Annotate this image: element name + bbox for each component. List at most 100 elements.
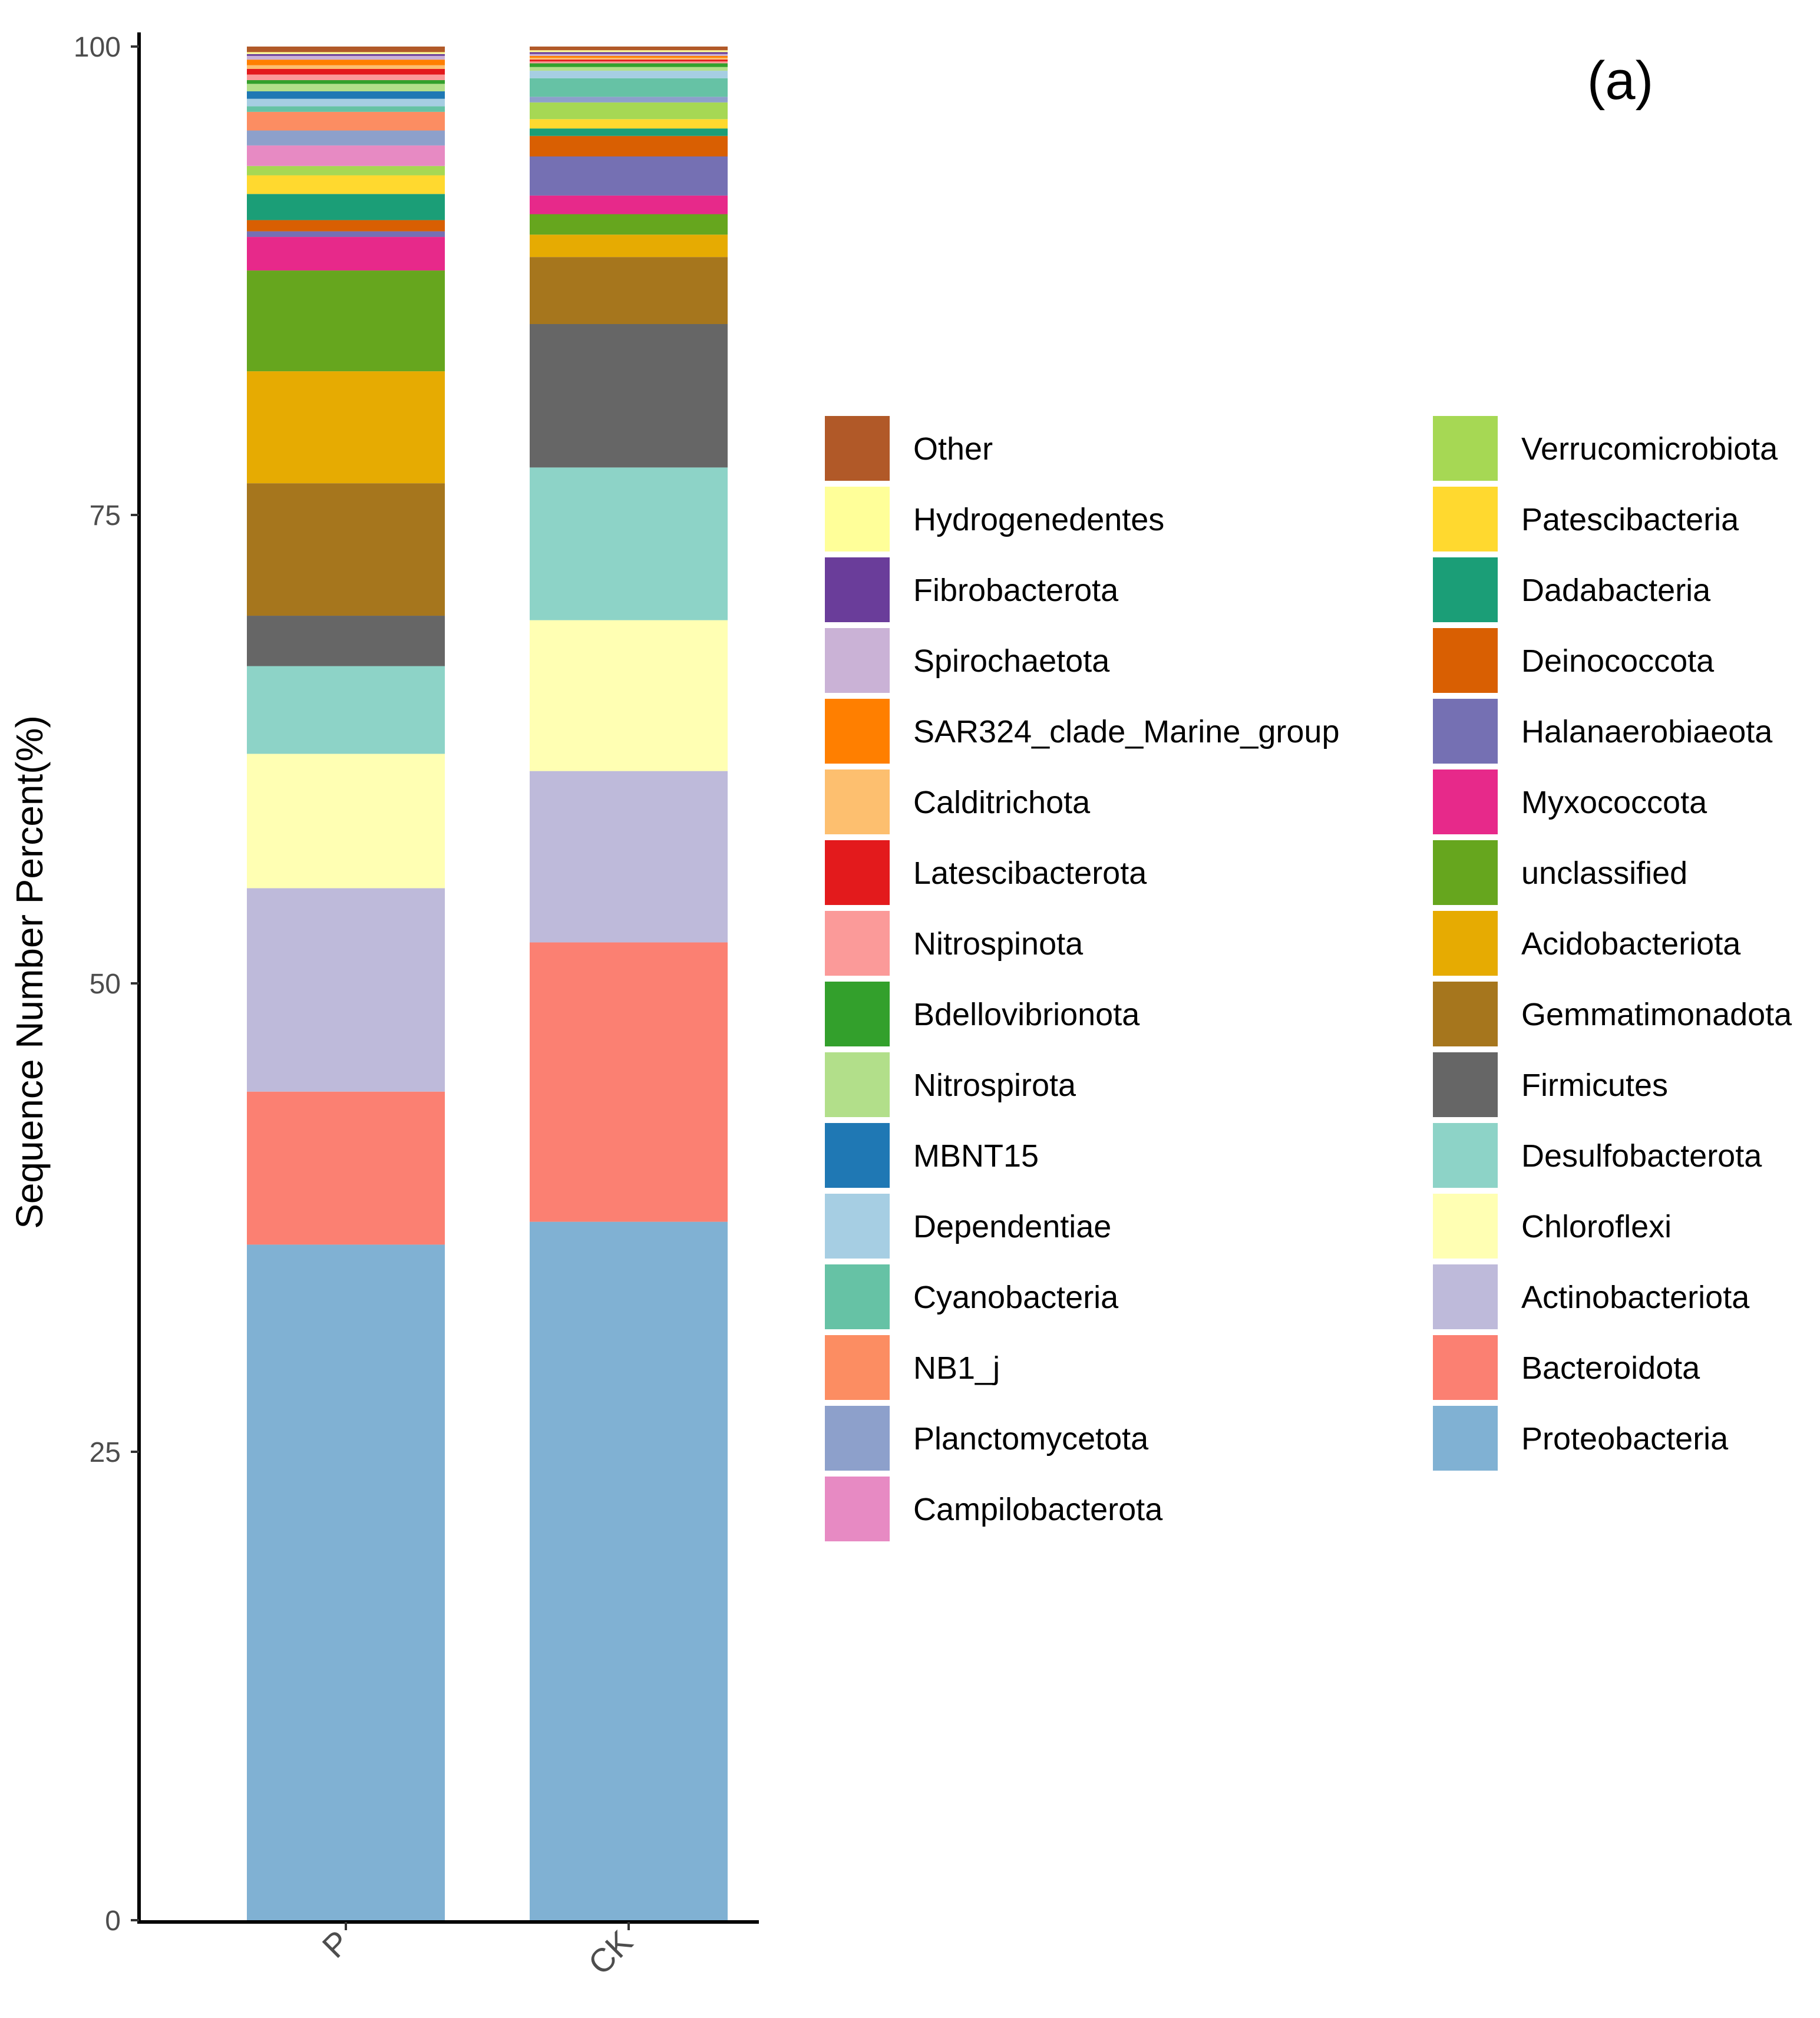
legend-label-unclassified: unclassified (1521, 856, 1687, 891)
bar-segment-ck-hydrogenedentes (530, 50, 728, 52)
bar-segment-p-unclassified (247, 270, 445, 372)
bar-segment-ck-gemmatimonadota (530, 257, 728, 324)
bar-segment-p-planctomycetota (247, 130, 445, 146)
legend-key-proteobacteria (1433, 1406, 1498, 1471)
bar-segment-p-latescibacterota (247, 69, 445, 75)
legend-key-hydrogenedentes (825, 487, 890, 551)
bar-segment-ck-nitrospirota (530, 67, 728, 71)
bar-segment-p-nitrospinota (247, 74, 445, 81)
legend-key-fibrobacterota (825, 557, 890, 622)
panel-label: (a) (1587, 51, 1653, 111)
legend-key-patescibacteria (1433, 487, 1498, 551)
bar-stacks (247, 47, 728, 1920)
bar-segment-ck-latescibacterota (530, 60, 728, 62)
legend-label-dependentiae: Dependentiae (913, 1209, 1111, 1244)
x-tick-label-ck: CK (581, 1923, 640, 1982)
bar-segment-p-calditrichota (247, 65, 445, 70)
legend-label-sar324-clade-marine-group: SAR324_clade_Marine_group (913, 714, 1340, 749)
bar-segment-p-cyanobacteria (247, 106, 445, 112)
bar-segment-ck-unclassified (530, 214, 728, 235)
bar-segment-p-deinococcota (247, 220, 445, 232)
legend-key-desulfobacterota (1433, 1123, 1498, 1188)
bar-segment-ck-bacteroidota (530, 942, 728, 1222)
legend-label-gemmatimonadota: Gemmatimonadota (1521, 997, 1792, 1032)
x-tick-label-p: P (315, 1923, 357, 1965)
bar-segment-ck-verrucomicrobiota (530, 102, 728, 120)
bar-segment-ck-spirochaetota (530, 54, 728, 56)
bar-segment-ck-desulfobacterota (530, 467, 728, 620)
legend-key-sar324-clade-marine-group (825, 699, 890, 764)
bar-segment-p-nb1-j (247, 111, 445, 131)
bar-segment-p-verrucomicrobiota (247, 166, 445, 176)
bar-segment-p-nitrospirota (247, 84, 445, 92)
bar-segment-p-mbnt15 (247, 91, 445, 99)
legend-label-actinobacteriota: Actinobacteriota (1521, 1280, 1750, 1315)
bar-segment-ck-planctomycetota (530, 97, 728, 103)
legend-key-nitrospinota (825, 911, 890, 976)
bar-segment-ck-dadabacteria (530, 128, 728, 136)
bar-segment-p-bacteroidota (247, 1091, 445, 1245)
legend-key-firmicutes (1433, 1052, 1498, 1117)
legend-label-mbnt15: MBNT15 (913, 1138, 1039, 1174)
legend-key-calditrichota (825, 769, 890, 834)
legend-label-halanaerobiaeota: Halanaerobiaeota (1521, 714, 1773, 749)
bar-segment-ck-halanaerobiaeota (530, 156, 728, 196)
legend-key-actinobacteriota (1433, 1264, 1498, 1329)
bar-segment-p-campilobacterota (247, 145, 445, 166)
legend-label-nitrospinota: Nitrospinota (913, 926, 1084, 962)
legend-label-spirochaetota: Spirochaetota (913, 643, 1110, 679)
bar-segment-ck-dependentiae (530, 71, 728, 78)
legend-label-chloroflexi: Chloroflexi (1521, 1209, 1672, 1244)
legend-key-cyanobacteria (825, 1264, 890, 1329)
bar-segment-p-sar324-clade-marine-group (247, 60, 445, 65)
bar-segment-ck-nitrospinota (530, 61, 728, 64)
bar-segment-p-dadabacteria (247, 194, 445, 220)
bar-segment-p-myxococcota (247, 237, 445, 271)
legend-key-planctomycetota (825, 1406, 890, 1471)
legend-key-halanaerobiaeota (1433, 699, 1498, 764)
legend-key-bacteroidota (1433, 1335, 1498, 1400)
legend-key-other (825, 416, 890, 481)
bar-segment-ck-deinococcota (530, 136, 728, 157)
bar-segment-p-desulfobacterota (247, 666, 445, 754)
legend-label-other: Other (913, 431, 993, 467)
legend-label-nitrospirota: Nitrospirota (913, 1068, 1076, 1103)
legend-label-hydrogenedentes: Hydrogenedentes (913, 502, 1164, 537)
legend-label-myxococcota: Myxococcota (1521, 785, 1707, 820)
legend-key-myxococcota (1433, 769, 1498, 834)
bar-segment-p-fibrobacterota (247, 54, 445, 56)
legend-key-nitrospirota (825, 1052, 890, 1117)
legend-label-proteobacteria: Proteobacteria (1521, 1421, 1729, 1456)
legend-label-planctomycetota: Planctomycetota (913, 1421, 1149, 1456)
y-axis-title: Sequence Number Percent(%) (8, 715, 51, 1229)
bar-segment-p-gemmatimonadota (247, 483, 445, 616)
bar-segment-ck-firmicutes (530, 323, 728, 468)
bar-segment-p-chloroflexi (247, 754, 445, 889)
legend-key-gemmatimonadota (1433, 982, 1498, 1046)
y-tick-label-50: 50 (90, 969, 121, 1000)
bar-segment-ck-acidobacteriota (530, 235, 728, 257)
legend-key-latescibacterota (825, 840, 890, 905)
legend-key-verrucomicrobiota (1433, 416, 1498, 481)
bar-segment-p-proteobacteria (247, 1244, 445, 1920)
x-axis-ticks: P CK (315, 1922, 640, 1982)
legend-label-firmicutes: Firmicutes (1521, 1068, 1668, 1103)
y-tick-label-75: 75 (90, 500, 121, 531)
legend-key-acidobacteriota (1433, 911, 1498, 976)
legend-key-spirochaetota (825, 628, 890, 693)
legend-label-bacteroidota: Bacteroidota (1521, 1350, 1700, 1386)
bar-segment-ck-other (530, 47, 728, 51)
axes (137, 32, 759, 1924)
bar-segment-ck-calditrichota (530, 57, 728, 60)
bar-segment-ck-actinobacteriota (530, 771, 728, 943)
bar-segment-ck-chloroflexi (530, 620, 728, 771)
bar-segment-p-halanaerobiaeota (247, 231, 445, 237)
legend-label-cyanobacteria: Cyanobacteria (913, 1280, 1119, 1315)
bar-segment-ck-sar324-clade-marine-group (530, 55, 728, 58)
legend-label-dadabacteria: Dadabacteria (1521, 573, 1711, 608)
bar-segment-ck-myxococcota (530, 195, 728, 214)
legend-label-verrucomicrobiota: Verrucomicrobiota (1521, 431, 1778, 467)
bar-segment-p-acidobacteriota (247, 371, 445, 484)
bar-segment-ck-cyanobacteria (530, 78, 728, 97)
legend-label-desulfobacterota: Desulfobacterota (1521, 1138, 1762, 1174)
